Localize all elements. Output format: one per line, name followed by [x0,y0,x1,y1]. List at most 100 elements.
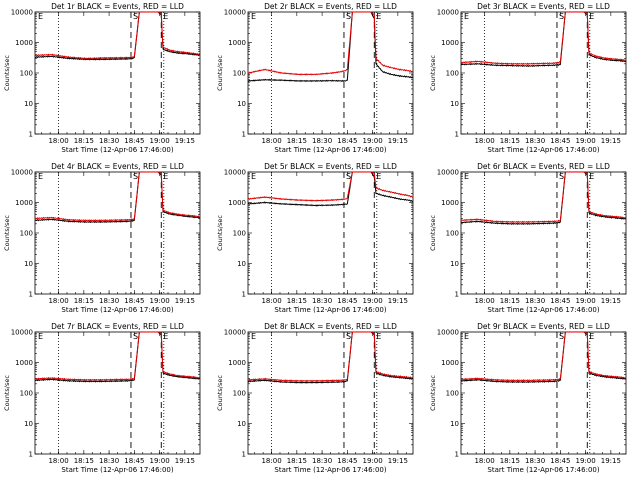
chart-panel-1: Det 1r BLACK = Events, RED = LLD 1 10 100 10… [3,2,201,154]
x-tick-label: 18:45 [337,297,357,305]
x-tick-label: 18:30 [99,137,119,145]
y-tick-label: 1000 [228,359,246,367]
y-tick-label: 100 [20,70,33,78]
series-line-events [248,332,413,384]
x-tick-label: 18:00 [48,457,68,465]
x-tick-label: 18:15 [74,137,94,145]
y-axis-label: Counts/sec [429,375,437,411]
chart-title: Det 2r BLACK = Events, RED = LLD [264,2,397,11]
event-marker: E [38,172,43,181]
event-marker: E [464,332,469,341]
x-tick-label: 18:30 [525,297,545,305]
chart-title: Det 9r BLACK = Events, RED = LLD [477,322,610,331]
x-tick-label: 19:00 [362,137,382,145]
y-tick-label: 100 [446,230,459,238]
x-axis-label: Start Time (12-Apr-06 17:46:00) [274,146,386,154]
event-marker: E [163,12,168,21]
y-tick-label: 100 [20,230,33,238]
x-tick-label: 18:15 [500,137,520,145]
event-marker: E [589,172,594,181]
x-tick-label: 18:30 [99,457,119,465]
chart-panel-2: Det 2r BLACK = Events, RED = LLD 1 10 100 10… [216,2,414,154]
y-tick-label: 1 [242,291,246,299]
series-line-events [461,172,626,226]
x-tick-label: 19:15 [175,457,195,465]
x-tick-label: 18:15 [287,457,307,465]
y-tick-label: 10 [450,420,459,428]
y-tick-label: 1000 [441,359,459,367]
event-marker: E [251,332,256,341]
y-tick-label: 10000 [437,169,459,177]
y-tick-label: 10 [237,420,246,428]
plot-frame [34,11,201,135]
x-tick-label: 18:15 [287,297,307,305]
y-tick-label: 10 [237,260,246,268]
series-line-events [248,172,413,207]
y-tick-label: 1 [29,131,33,139]
x-tick-label: 18:30 [312,137,332,145]
x-tick-label: 18:30 [312,297,332,305]
y-tick-label: 10 [237,100,246,108]
x-tick-label: 19:00 [575,297,595,305]
y-tick-label: 1000 [228,39,246,47]
y-tick-label: 1 [29,451,33,459]
series-line-events [248,12,413,83]
plot-frame [34,331,201,455]
event-marker: S [133,332,138,341]
y-tick-label: 100 [446,70,459,78]
x-tick-label: 19:15 [601,457,621,465]
x-tick-label: 18:45 [124,297,144,305]
x-tick-label: 19:00 [149,457,169,465]
x-tick-label: 18:45 [337,137,357,145]
y-tick-label: 10000 [437,329,459,337]
plot-frame [34,171,201,295]
y-axis-label: Counts/sec [216,215,224,251]
y-tick-label: 100 [233,70,246,78]
x-tick-label: 18:00 [48,297,68,305]
x-tick-label: 18:45 [124,457,144,465]
series-line-lld [248,332,413,383]
chart-panel-5: Det 5r BLACK = Events, RED = LLD 1 10 100 10… [216,162,414,314]
plot-frame [460,331,627,455]
x-tick-label: 18:00 [261,137,281,145]
x-tick-label: 18:15 [74,297,94,305]
series-line-events [461,332,626,384]
x-tick-label: 18:30 [525,137,545,145]
event-marker: E [376,12,381,21]
chart-panel-8: Det 8r BLACK = Events, RED = LLD 1 10 100 10… [216,322,414,474]
chart-title: Det 3r BLACK = Events, RED = LLD [477,2,610,11]
event-marker: S [559,12,564,21]
event-marker: E [251,172,256,181]
event-marker: E [38,12,43,21]
y-tick-label: 1 [455,291,459,299]
x-tick-label: 19:15 [388,457,408,465]
chart-title: Det 7r BLACK = Events, RED = LLD [51,322,184,331]
series-line-events [35,172,200,224]
chart-panel-3: Det 3r BLACK = Events, RED = LLD 1 10 100 10… [429,2,627,154]
event-marker: S [133,12,138,21]
y-tick-label: 100 [20,390,33,398]
event-marker: E [589,332,594,341]
y-axis-label: Counts/sec [3,375,11,411]
y-tick-label: 10 [24,420,33,428]
x-tick-label: 19:00 [575,457,595,465]
x-tick-label: 19:00 [362,457,382,465]
event-marker: S [559,332,564,341]
series-line-lld [35,12,200,60]
x-tick-label: 18:15 [500,457,520,465]
event-marker: E [163,332,168,341]
series-line-lld [35,172,200,222]
y-tick-label: 10 [24,260,33,268]
y-tick-label: 10000 [224,329,246,337]
x-tick-label: 19:15 [175,297,195,305]
x-tick-label: 18:15 [74,457,94,465]
x-axis-label: Start Time (12-Apr-06 17:46:00) [487,306,599,314]
x-tick-label: 18:45 [337,457,357,465]
chart-title: Det 5r BLACK = Events, RED = LLD [264,162,397,171]
x-tick-label: 18:45 [550,137,570,145]
y-axis-label: Counts/sec [429,55,437,91]
x-tick-label: 18:00 [474,297,494,305]
y-tick-label: 100 [233,390,246,398]
y-tick-label: 10000 [11,329,33,337]
y-tick-label: 1000 [15,199,33,207]
